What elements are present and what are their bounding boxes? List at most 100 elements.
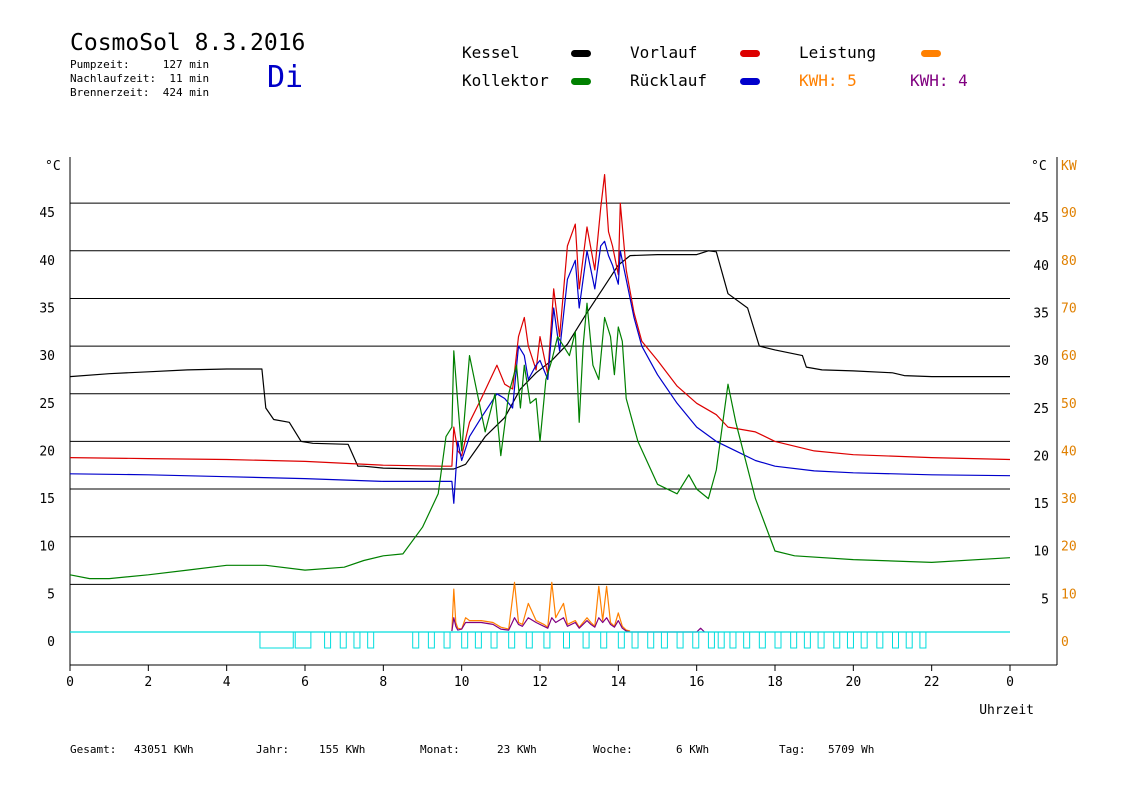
x-tick-label: 12 — [532, 675, 548, 690]
y-tick-kw: 70 — [1061, 301, 1077, 316]
pump-mark — [758, 631, 766, 649]
legend-leistung-swatch — [921, 50, 941, 57]
footer-woche-value: 6 KWh — [676, 743, 710, 756]
y-tick-right: 25 — [1033, 402, 1049, 417]
pump-mark — [508, 631, 516, 649]
pump-mark — [443, 631, 451, 649]
pump-mark — [427, 631, 435, 649]
y-tick-right: 45 — [1033, 211, 1049, 226]
pump-mark — [582, 631, 590, 649]
pump-mark — [525, 631, 533, 649]
y-tick-kw: 20 — [1061, 540, 1077, 555]
x-tick-label: 10 — [454, 675, 470, 690]
pump-mark — [717, 631, 725, 649]
pump-mark — [692, 631, 700, 649]
y-tick-kw: 60 — [1061, 349, 1077, 364]
footer-monat-value: 23 KWh — [497, 743, 537, 756]
y-tick-right: 40 — [1033, 259, 1049, 274]
x-tick-label: 4 — [223, 675, 231, 690]
legend-kessel: Kessel — [462, 43, 520, 62]
pump-mark — [892, 631, 899, 649]
series-line-vorlauf — [69, 174, 1011, 467]
legend-ruecklauf: Rücklauf — [630, 71, 708, 90]
chart-title: CosmoSol 8.3.2016 — [70, 30, 306, 56]
nachlaufzeit-label: Nachlaufzeit: 11 min — [70, 72, 210, 85]
footer-tag-label: Tag: — [779, 743, 806, 756]
x-tick-label: 8 — [379, 675, 387, 690]
pump-mark — [660, 631, 668, 649]
x-axis-title: Uhrzeit — [979, 703, 1034, 718]
x-tick-label: 20 — [846, 675, 862, 690]
footer-monat-label: Monat: — [420, 743, 460, 756]
pump-mark — [647, 631, 655, 649]
weekday-label: Di — [267, 60, 304, 95]
legend-kwh-second: KWH: 4 — [910, 71, 968, 90]
x-tick-label: 14 — [611, 675, 627, 690]
x-tick-label: 0 — [66, 675, 74, 690]
footer-woche-label: Woche: — [593, 743, 633, 756]
pump-mark — [833, 631, 841, 649]
y-tick-right: 35 — [1033, 306, 1049, 321]
pump-mark — [563, 631, 570, 649]
pump-mark — [600, 631, 608, 649]
footer-jahr-label: Jahr: — [256, 743, 290, 756]
pump-mark — [461, 631, 469, 649]
brennerzeit-label: Brennerzeit: 424 min — [70, 86, 210, 99]
legend-vorlauf: Vorlauf — [630, 43, 698, 62]
pump-mark — [543, 631, 551, 649]
x-tick-label: 18 — [767, 675, 783, 690]
pump-block — [294, 631, 312, 649]
footer-jahr-value: 155 KWh — [319, 743, 366, 756]
pump-mark — [490, 631, 498, 649]
pump-mark — [729, 631, 737, 649]
y-tick-right: 10 — [1033, 545, 1049, 560]
footer-gesamt-value: 43051 KWh — [134, 743, 194, 756]
y-tick-kw: 0 — [1061, 635, 1069, 650]
y-tick-kw: 30 — [1061, 492, 1077, 507]
pump-mark — [339, 631, 347, 649]
legend-leistung: Leistung — [799, 43, 877, 62]
pump-mark — [790, 631, 798, 649]
y-tick-left: 35 — [39, 301, 55, 316]
series-line-leistung — [451, 581, 631, 632]
pump-block — [259, 631, 294, 649]
x-tick-label: 6 — [301, 675, 309, 690]
y-tick-left: 40 — [39, 254, 55, 269]
pump-mark — [631, 631, 639, 649]
y-unit-kw: KW — [1061, 159, 1077, 174]
y-tick-right: 20 — [1033, 449, 1049, 464]
footer-gesamt-label: Gesamt: — [70, 743, 117, 756]
y-tick-right: 30 — [1033, 354, 1049, 369]
series-line-kollektor — [69, 302, 1011, 580]
y-tick-left: 5 — [47, 587, 55, 602]
legend-kessel-swatch — [571, 50, 591, 57]
x-tick-label: 2 — [144, 675, 152, 690]
pump-mark — [367, 631, 375, 649]
pump-mark — [474, 631, 482, 649]
pump-mark — [412, 631, 420, 649]
pump-mark — [860, 631, 868, 649]
series-line-r-cklauf — [69, 240, 1011, 504]
footer-tag-value: 5709 Wh — [828, 743, 875, 756]
legend-vorlauf-swatch — [740, 50, 760, 57]
pump-mark — [774, 631, 782, 649]
y-tick-kw: 10 — [1061, 587, 1077, 602]
series-line-kwh-4 — [451, 617, 705, 633]
y-tick-right: 5 — [1041, 592, 1049, 607]
pump-mark — [324, 631, 332, 649]
y-unit-left: °C — [45, 159, 61, 174]
pump-mark — [846, 631, 854, 649]
x-tick-label: 0 — [1006, 675, 1014, 690]
y-tick-left: 25 — [39, 397, 55, 412]
pump-mark — [905, 631, 913, 649]
y-tick-kw: 40 — [1061, 444, 1077, 459]
legend-kollektor-swatch — [571, 78, 591, 85]
x-tick-label: 16 — [689, 675, 705, 690]
y-tick-right: 15 — [1033, 497, 1049, 512]
y-tick-kw: 50 — [1061, 397, 1077, 412]
y-tick-left: 30 — [39, 349, 55, 364]
pump-mark — [676, 631, 684, 649]
pump-mark — [353, 631, 361, 649]
legend-kwh-leistung: KWH: 5 — [799, 71, 857, 90]
